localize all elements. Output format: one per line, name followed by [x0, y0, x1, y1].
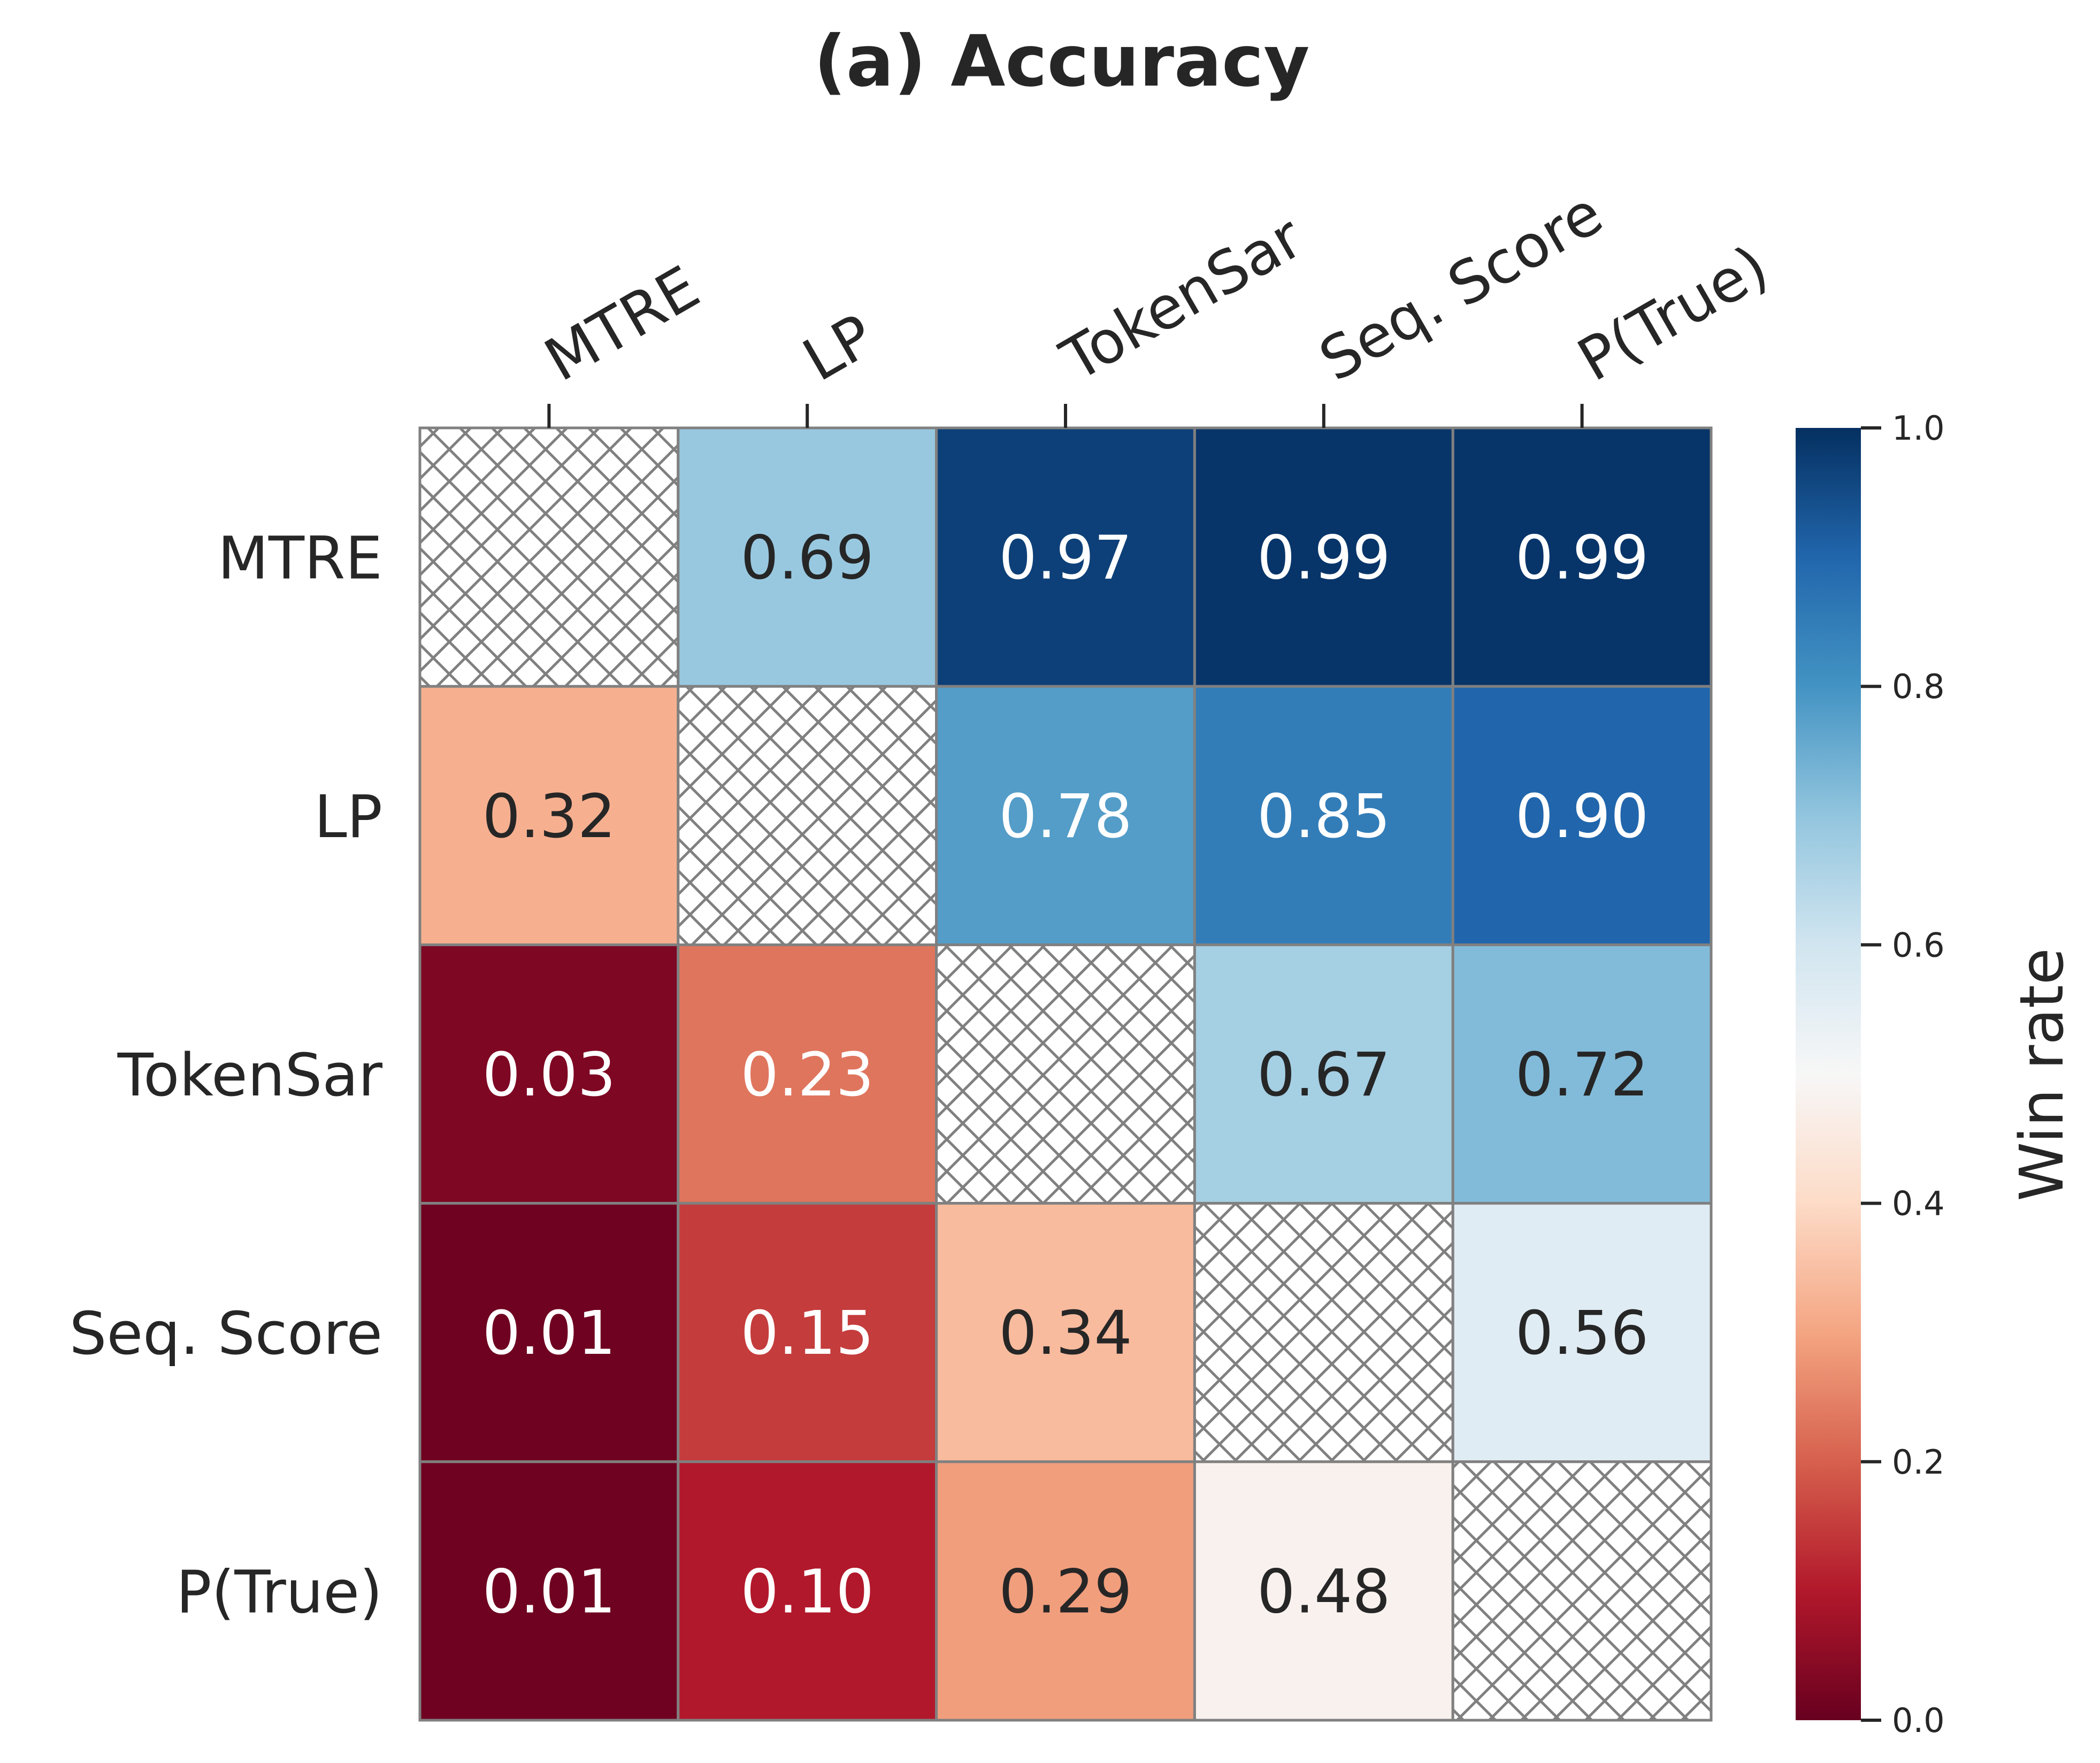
cell-label-2-0: 0.03: [482, 1040, 616, 1110]
diagonal-cell-3: [1193, 1202, 1454, 1463]
cell-label-2-3: 0.67: [1257, 1040, 1390, 1110]
colorbar-tick-label-0: 0.0: [1892, 1701, 1945, 1740]
cell-0-4: [1451, 426, 1713, 688]
cell-label-4-2: 0.29: [999, 1557, 1132, 1627]
cell-2-1: [677, 943, 938, 1205]
chart-title: (a) Accuracy: [814, 20, 1310, 103]
colorbar-tick-label-3: 0.6: [1892, 925, 1945, 964]
colorbar-tick-label-4: 0.8: [1892, 667, 1945, 706]
row-label-1: LP: [314, 783, 382, 851]
colorbar: [1796, 428, 1861, 1720]
cell-2-4: [1451, 943, 1713, 1205]
cell-label-3-4: 0.56: [1515, 1299, 1649, 1368]
colorbar-tick-label-5: 1.0: [1892, 409, 1945, 448]
row-label-0: MTRE: [218, 524, 382, 593]
cell-label-3-2: 0.34: [999, 1299, 1132, 1368]
row-labels: MTRE LP TokenSar Seq. Score P(True): [70, 524, 383, 1627]
diagonal-cell-2: [935, 943, 1196, 1205]
cell-3-4: [1451, 1202, 1713, 1463]
cell-labels: 0.69 0.97 0.99 0.99 0.32 0.78 0.85 0.90 0.03 0.23…: [482, 524, 1649, 1627]
column-label-0: MTRE: [533, 253, 710, 395]
cell-label-4-3: 0.48: [1257, 1557, 1390, 1627]
cell-0-3: [1193, 426, 1454, 688]
colorbar-label: Win rate: [2007, 948, 2077, 1201]
cell-label-1-0: 0.32: [482, 782, 616, 852]
cell-4-1: [677, 1460, 938, 1722]
cell-4-0: [418, 1460, 680, 1722]
cell-0-1: [677, 426, 938, 688]
diagonal-cell-1: [677, 685, 938, 946]
cell-3-2: [935, 1202, 1196, 1463]
row-label-2: TokenSar: [117, 1041, 383, 1109]
cell-label-2-4: 0.72: [1515, 1040, 1649, 1110]
cell-4-2: [935, 1460, 1196, 1722]
cell-3-0: [418, 1202, 680, 1463]
cell-label-3-1: 0.15: [741, 1299, 874, 1368]
cell-label-1-4: 0.90: [1515, 782, 1649, 852]
column-label-2: TokenSar: [1049, 203, 1314, 395]
cell-label-0-4: 0.99: [1515, 524, 1649, 593]
cell-label-0-3: 0.99: [1257, 524, 1390, 593]
row-label-3: Seq. Score: [70, 1299, 382, 1368]
cell-label-0-2: 0.97: [999, 524, 1132, 593]
cell-label-0-1: 0.69: [741, 524, 874, 593]
cell-1-0: [418, 685, 680, 946]
row-label-4: P(True): [176, 1558, 382, 1626]
cell-1-2: [935, 685, 1196, 946]
colorbar-tick-label-2: 0.4: [1892, 1184, 1945, 1223]
column-label-1: LP: [792, 301, 885, 395]
diagonal-cell-4: [1451, 1460, 1713, 1722]
cell-2-3: [1193, 943, 1454, 1205]
column-label-4: P(True): [1567, 232, 1780, 395]
diagonal-cell-0: [418, 426, 680, 688]
colorbar-ticks: 0.0 0.2 0.4 0.6 0.8 1.0: [1861, 409, 1945, 1740]
cell-3-1: [677, 1202, 938, 1463]
cell-label-3-0: 0.01: [482, 1299, 616, 1368]
heatmap-cells: [418, 426, 1713, 1722]
colorbar-tick-label-1: 0.2: [1892, 1443, 1945, 1482]
cell-label-1-2: 0.78: [999, 782, 1132, 852]
column-label-3: Seq. Score: [1308, 179, 1614, 395]
cell-label-1-3: 0.85: [1257, 782, 1390, 852]
cell-label-2-1: 0.23: [741, 1040, 874, 1110]
cell-1-4: [1451, 685, 1713, 946]
cell-label-4-1: 0.10: [741, 1557, 874, 1627]
cell-label-4-0: 0.01: [482, 1557, 616, 1627]
